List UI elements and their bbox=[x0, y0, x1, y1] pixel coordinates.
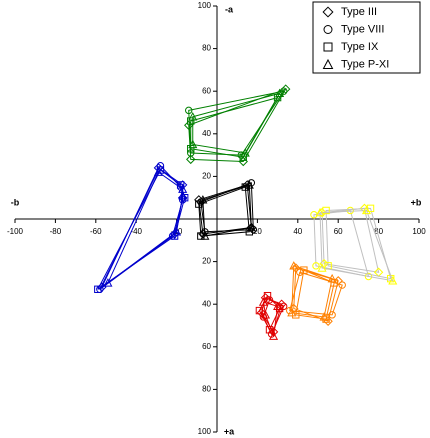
marker bbox=[172, 227, 182, 236]
marker bbox=[244, 180, 254, 189]
marker bbox=[188, 139, 198, 149]
marker bbox=[273, 301, 283, 311]
marker bbox=[328, 311, 336, 319]
y-tick-label: 20 bbox=[202, 257, 211, 266]
marker bbox=[255, 306, 264, 315]
x-axis-label-pos: +b bbox=[411, 197, 422, 207]
marker bbox=[319, 312, 329, 321]
outline bbox=[192, 92, 281, 154]
marker bbox=[315, 207, 325, 217]
marker bbox=[324, 262, 332, 270]
marker bbox=[153, 167, 163, 176]
marker bbox=[275, 88, 285, 98]
marker bbox=[310, 211, 318, 219]
marker bbox=[317, 263, 327, 272]
marker bbox=[258, 297, 268, 306]
marker bbox=[289, 261, 299, 270]
outline bbox=[295, 269, 335, 320]
marker bbox=[186, 154, 196, 165]
x-tick-label: 60 bbox=[334, 227, 343, 236]
outline bbox=[202, 184, 252, 237]
y-tick-label: 60 bbox=[202, 342, 211, 351]
x-tick-label: 40 bbox=[293, 227, 302, 236]
y-tick-label: 40 bbox=[202, 299, 211, 308]
y-tick-label: 100 bbox=[198, 427, 212, 436]
x-tick-label: 20 bbox=[253, 227, 262, 236]
legend-label: Type III bbox=[341, 6, 377, 18]
marker bbox=[388, 276, 398, 285]
marker bbox=[322, 58, 334, 69]
marker bbox=[263, 291, 272, 300]
marker bbox=[240, 148, 250, 157]
legend-label: Type P-XI bbox=[341, 58, 389, 70]
legend-label: Type VIII bbox=[341, 23, 384, 35]
outline bbox=[262, 301, 279, 337]
x-tick-label: 100 bbox=[412, 227, 426, 236]
y-axis-label-pos: +a bbox=[224, 426, 235, 436]
marker bbox=[180, 194, 189, 202]
marker bbox=[292, 311, 300, 319]
y-tick-label: 80 bbox=[202, 44, 211, 53]
marker bbox=[373, 267, 384, 277]
marker bbox=[269, 331, 279, 340]
x-tick-label: -60 bbox=[90, 227, 102, 236]
marker bbox=[188, 112, 198, 121]
marker bbox=[323, 42, 333, 52]
marker bbox=[312, 262, 320, 270]
marker bbox=[287, 307, 297, 317]
marker bbox=[279, 302, 288, 311]
x-tick-label: -40 bbox=[130, 227, 142, 236]
marker bbox=[322, 315, 330, 323]
outline bbox=[319, 209, 394, 282]
x-axis-label-neg: -b bbox=[11, 197, 20, 207]
outline bbox=[293, 267, 339, 322]
marker bbox=[291, 263, 301, 273]
marker bbox=[246, 222, 256, 232]
marker bbox=[260, 310, 271, 319]
marker bbox=[200, 231, 210, 240]
marker bbox=[317, 207, 327, 218]
outline bbox=[188, 90, 285, 156]
y-tick-label: 40 bbox=[202, 129, 211, 138]
marker bbox=[361, 205, 372, 215]
marker bbox=[94, 285, 102, 293]
marker bbox=[185, 106, 193, 115]
outline bbox=[190, 96, 279, 158]
marker bbox=[322, 206, 330, 215]
marker bbox=[198, 195, 208, 204]
marker bbox=[327, 273, 337, 283]
y-tick-label: 100 bbox=[198, 1, 212, 10]
marker bbox=[256, 308, 267, 318]
marker bbox=[195, 200, 203, 208]
marker bbox=[178, 190, 188, 200]
x-tick-label: 80 bbox=[374, 227, 383, 236]
y-tick-label: 60 bbox=[202, 86, 211, 95]
outline bbox=[291, 265, 333, 318]
marker bbox=[346, 206, 355, 215]
marker bbox=[338, 281, 346, 289]
marker bbox=[265, 296, 274, 304]
marker bbox=[249, 225, 258, 234]
y-tick-label: 20 bbox=[202, 172, 211, 181]
x-tick-label: -80 bbox=[50, 227, 62, 236]
marker bbox=[323, 25, 333, 34]
outline bbox=[198, 186, 250, 237]
marker bbox=[187, 149, 195, 157]
marker bbox=[322, 6, 334, 18]
marker bbox=[156, 162, 165, 170]
legend-label: Type IX bbox=[341, 41, 379, 53]
outline bbox=[107, 171, 184, 284]
y-tick-label: 80 bbox=[202, 385, 211, 394]
marker bbox=[103, 278, 113, 287]
marker bbox=[275, 304, 284, 313]
x-tick-label: -100 bbox=[7, 227, 24, 236]
y-axis-label-neg: -a bbox=[225, 4, 234, 14]
outline bbox=[325, 207, 392, 280]
